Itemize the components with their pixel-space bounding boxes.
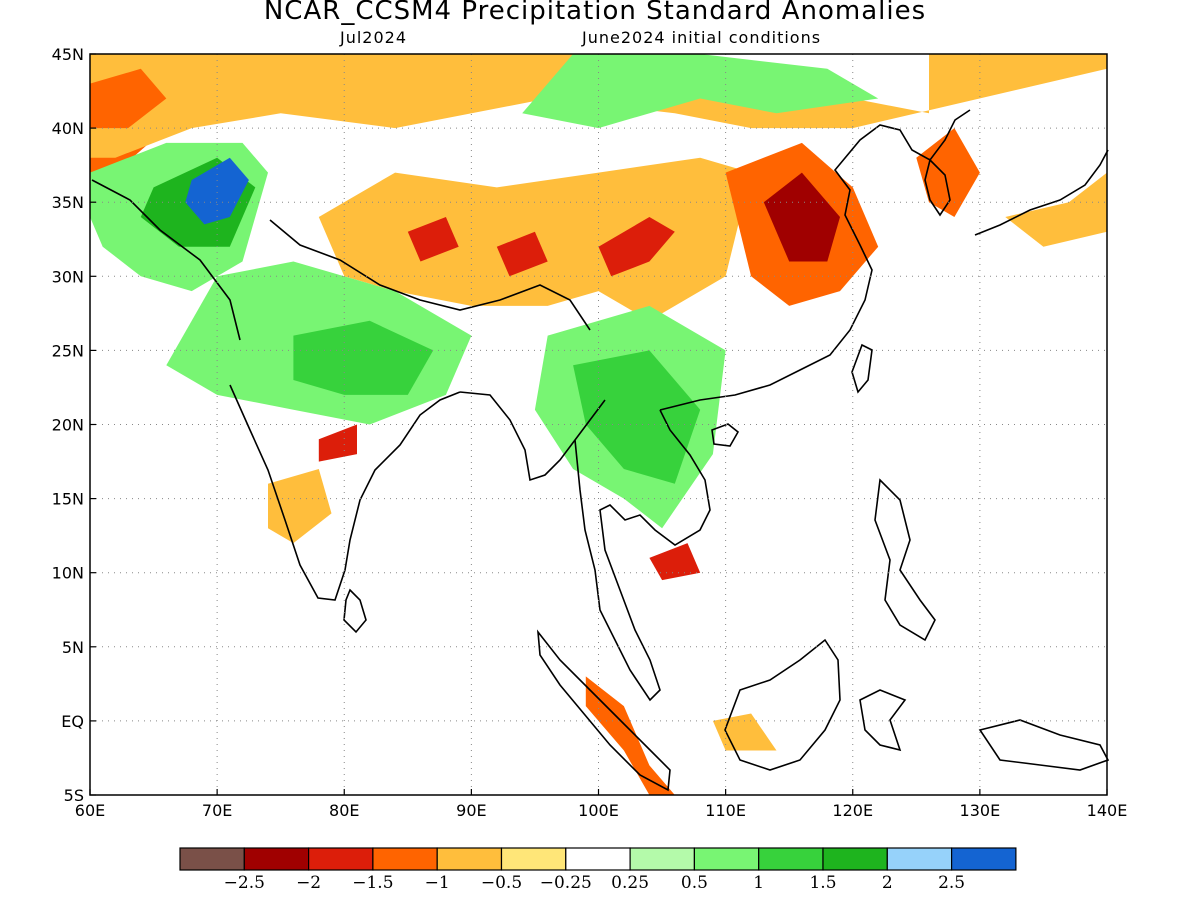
anomaly-region-tibet-dry-core-2 <box>496 231 548 277</box>
colorbar-swatch <box>758 847 824 871</box>
anomaly-region-japan-dry <box>1005 172 1107 247</box>
colorbar-label: 0.25 <box>611 873 649 893</box>
lon-tick-label: 130E <box>960 801 1001 820</box>
coastline-borneo <box>724 638 841 771</box>
lat-tick-label: 40N <box>52 119 84 138</box>
colorbar-label: −0.5 <box>481 873 522 893</box>
lon-tick-label: 90E <box>456 801 486 820</box>
border-himalaya <box>269 219 591 331</box>
initial-conditions: June2024 initial conditions <box>582 28 822 47</box>
lon-tick-label: 120E <box>832 801 873 820</box>
coastline-sulawesi <box>859 689 907 752</box>
coastline-layer <box>91 109 1110 792</box>
lat-tick-label: 25N <box>52 341 84 360</box>
coastline-japan <box>974 149 1109 236</box>
lat-tick-label: EQ <box>61 712 84 731</box>
colorbar-label: −1 <box>425 873 450 893</box>
colorbar-swatch <box>436 847 503 871</box>
colorbar-swatch <box>243 847 310 871</box>
colorbar-label: −2.5 <box>224 873 265 893</box>
anomaly-region-north-dry-band <box>90 54 1107 158</box>
lat-tick-label: 10N <box>52 564 84 583</box>
coastline-india <box>229 384 461 601</box>
anomaly-region-china-dry-west <box>598 217 675 277</box>
anomaly-region-mongolia-wet <box>522 54 879 129</box>
colorbar-label: 2 <box>882 873 893 893</box>
anomaly-region-india-dry-spot <box>318 424 357 462</box>
coastline-hainan <box>711 423 740 447</box>
colorbar-label: 1 <box>753 873 764 893</box>
colorbar-label: 2.5 <box>938 873 965 893</box>
anomaly-region-central-india-wet <box>293 320 434 395</box>
lon-tick-label: 140E <box>1087 801 1128 820</box>
lon-tick-label: 100E <box>578 801 619 820</box>
anomaly-region-indochina-wetter <box>573 350 701 484</box>
colorbar-label: 1.5 <box>809 873 836 893</box>
forecast-month: Jul2024 <box>340 28 408 47</box>
coastline-new-guinea <box>978 719 1110 771</box>
coastline-korea <box>924 158 951 217</box>
colorbar-label: −2 <box>296 873 321 893</box>
colorbar-swatch <box>822 847 888 871</box>
coastline-philippines <box>874 478 936 642</box>
lon-tick-label: 60E <box>75 801 105 820</box>
lat-tick-label: 15N <box>52 490 84 509</box>
lat-tick-label: 35N <box>52 193 84 212</box>
anomaly-region-vietnam-dry <box>649 543 701 581</box>
colorbar-swatch <box>372 847 438 871</box>
coastline-sri-lanka <box>343 588 367 634</box>
anomaly-region-south-india-dry <box>268 469 332 544</box>
anomaly-region-afghan-core <box>185 157 249 225</box>
lon-tick-label: 110E <box>705 801 746 820</box>
colorbar-label: −1.5 <box>352 873 393 893</box>
colorbar-swatch <box>500 847 567 871</box>
coastline-china <box>659 109 971 411</box>
coastline-sumatra <box>536 629 671 792</box>
anomaly-region-tibet-dry-core-1 <box>407 217 459 262</box>
border-west <box>91 179 241 341</box>
anomaly-region-east-china-core <box>763 172 840 262</box>
lon-tick-label: 80E <box>329 801 359 820</box>
anomaly-region-northwest-core <box>90 68 167 129</box>
colorbar-swatch <box>308 847 374 871</box>
colorbar-label: −0.25 <box>540 873 592 893</box>
colorbar-swatch <box>950 847 1017 871</box>
coastline-malay <box>574 409 711 702</box>
colorbar-swatch <box>886 847 953 871</box>
anomaly-region-borneo-dry <box>712 713 777 751</box>
colorbar-swatch <box>179 847 245 871</box>
anomaly-region-sumatra-dry <box>585 676 675 795</box>
anomaly-fill-layer <box>90 54 1107 795</box>
axis-ticks: 60E 70E 80E 90E 100E 110E 120E 130E 140E 45N 40N 35… <box>52 45 1128 820</box>
lat-tick-label: 45N <box>52 45 84 64</box>
coastline-bay-bengal <box>459 391 606 482</box>
colorbar-swatch <box>693 847 760 871</box>
colorbar: −2.5 −2 −1.5 −1 −0.5 −0.25 0.25 0.5 1 1.5 2 2.5 <box>179 847 1017 893</box>
lat-tick-label: 30N <box>52 267 84 286</box>
coastline-taiwan <box>851 343 873 394</box>
lon-tick-label: 70E <box>202 801 232 820</box>
anomaly-region-korea-dry <box>916 128 980 217</box>
lat-tick-label: 5N <box>62 638 84 657</box>
colorbar-swatch <box>629 847 695 871</box>
colorbar-swatch <box>565 847 631 871</box>
lat-tick-label: 5S <box>64 786 84 805</box>
lat-tick-label: 20N <box>52 416 84 435</box>
map-title: NCAR_CCSM4 Precipitation Standard Anomal… <box>263 0 927 26</box>
colorbar-label: 0.5 <box>681 873 708 893</box>
